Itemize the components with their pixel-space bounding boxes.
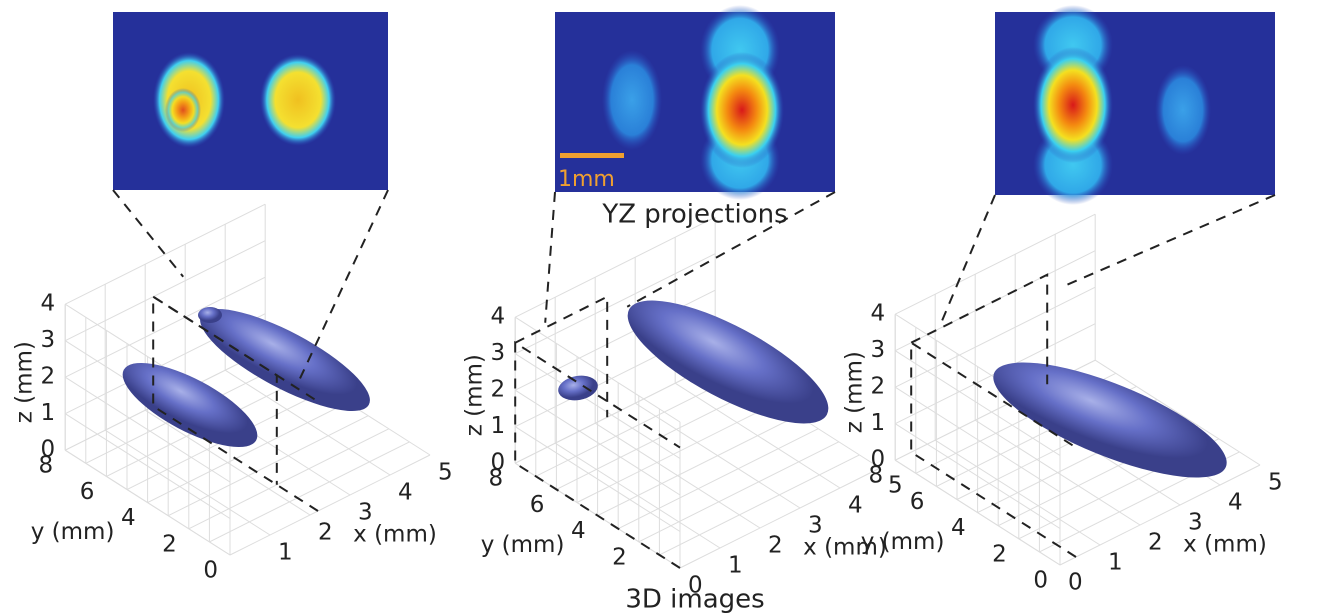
z-tick-label: 1 bbox=[41, 400, 56, 426]
y-axis-label: y (mm) bbox=[861, 529, 945, 555]
y-tick-label: 6 bbox=[910, 489, 925, 515]
grid-line bbox=[895, 214, 1095, 314]
y-tick-label: 0 bbox=[1033, 568, 1048, 594]
x-axis-label: x (mm) bbox=[353, 522, 437, 548]
zoom-line bbox=[113, 190, 183, 277]
z-axis-label: z (mm) bbox=[462, 354, 488, 436]
z-tick-label: 4 bbox=[491, 304, 506, 330]
y-tick-label: 8 bbox=[869, 463, 884, 489]
z-tick-label: 3 bbox=[491, 340, 506, 366]
images-label: 3D images bbox=[625, 585, 764, 615]
z-axis-label: z (mm) bbox=[12, 341, 38, 423]
y-tick-label: 4 bbox=[951, 515, 966, 541]
x-tick-label: 5 bbox=[1268, 470, 1283, 496]
x-tick-label: 0 bbox=[1068, 570, 1083, 596]
z-axis-label: z (mm) bbox=[842, 351, 868, 433]
x-tick-label: 5 bbox=[888, 473, 903, 499]
plot-3d: 012348642012345z (mm)y (mm)x (mm) bbox=[12, 190, 453, 584]
y-tick-label: 4 bbox=[571, 518, 586, 544]
zoom-line bbox=[297, 190, 388, 385]
z-tick-label: 2 bbox=[491, 377, 506, 403]
grid-line bbox=[515, 217, 715, 317]
yz-projection-2: 1mm bbox=[555, 5, 835, 200]
z-tick-label: 2 bbox=[41, 364, 56, 390]
z-tick-label: 2 bbox=[871, 374, 886, 400]
figure: 1mm 012348642012345z (mm)y (mm)x (mm)012… bbox=[0, 0, 1326, 615]
y-tick-label: 4 bbox=[121, 505, 136, 531]
z-tick-label: 3 bbox=[41, 327, 56, 353]
isosurface bbox=[198, 307, 222, 323]
z-tick-label: 1 bbox=[871, 410, 886, 436]
zoom-line bbox=[545, 192, 555, 323]
z-tick-label: 4 bbox=[871, 301, 886, 327]
y-tick-label: 2 bbox=[162, 531, 177, 557]
y-tick-label: 6 bbox=[530, 492, 545, 518]
z-tick-label: 1 bbox=[491, 413, 506, 439]
page: 1mm 012348642012345z (mm)y (mm)x (mm)012… bbox=[0, 0, 1326, 615]
y-tick-label: 8 bbox=[39, 453, 54, 479]
x-tick-label: 4 bbox=[848, 493, 863, 519]
yz-projection-1 bbox=[113, 12, 388, 190]
x-tick-label: 4 bbox=[1228, 490, 1243, 516]
y-tick-label: 0 bbox=[203, 558, 218, 584]
zoom-line bbox=[941, 195, 995, 323]
z-tick-label: 4 bbox=[41, 291, 56, 317]
scale-bar bbox=[560, 153, 624, 158]
x-tick-label: 4 bbox=[398, 480, 413, 506]
x-tick-label: 2 bbox=[318, 520, 333, 546]
z-tick-label: 3 bbox=[871, 337, 886, 363]
y-axis-label: y (mm) bbox=[31, 519, 115, 545]
y-tick-label: 8 bbox=[489, 466, 504, 492]
y-tick-label: 2 bbox=[992, 541, 1007, 567]
x-tick-label: 5 bbox=[438, 460, 453, 486]
isosurface bbox=[981, 340, 1240, 500]
x-tick-label: 1 bbox=[1108, 550, 1123, 576]
x-tick-label: 2 bbox=[768, 533, 783, 559]
x-tick-label: 1 bbox=[728, 553, 743, 579]
y-tick-label: 6 bbox=[80, 479, 95, 505]
scale-bar-label: 1mm bbox=[558, 167, 615, 192]
zoom-line bbox=[1067, 195, 1275, 285]
isosurface bbox=[556, 373, 600, 404]
x-tick-label: 2 bbox=[1148, 530, 1163, 556]
x-axis-label: x (mm) bbox=[1183, 532, 1267, 558]
x-tick-label: 1 bbox=[278, 540, 293, 566]
y-tick-label: 2 bbox=[612, 544, 627, 570]
yz-projection-3 bbox=[995, 5, 1275, 205]
y-axis-label: y (mm) bbox=[481, 532, 565, 558]
projections-label: YZ projections bbox=[601, 200, 787, 230]
grid-line bbox=[65, 204, 265, 304]
